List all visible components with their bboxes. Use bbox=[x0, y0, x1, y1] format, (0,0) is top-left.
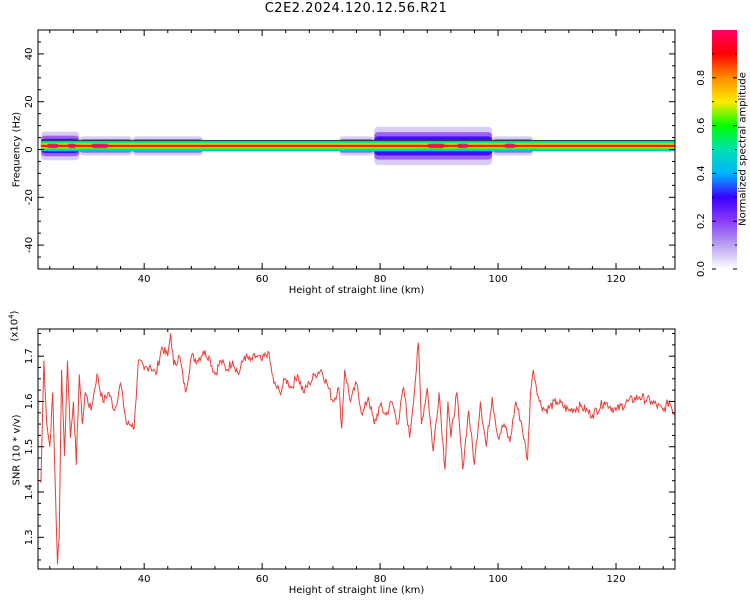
spectrogram-panel: 40 60 80 100 120 40 20 0 -20 -40 Height of straig… bbox=[12, 29, 676, 296]
spectrogram-hotspot bbox=[67, 143, 77, 149]
spectrogram-x-axis-label: Height of straight line (km) bbox=[289, 285, 425, 296]
snr-y-tick-label: 1.3 bbox=[24, 529, 35, 545]
snr-x-axis-label: Height of straight line (km) bbox=[289, 585, 425, 596]
snr-panel: 40 60 80 100 120 1.3 1.4 1.5 1.6 1.7 Height of st… bbox=[8, 310, 676, 596]
snr-frame bbox=[37, 328, 676, 570]
snr-x-tick-label: 60 bbox=[256, 574, 269, 585]
snr-y-multiplier: (x104) bbox=[8, 310, 21, 341]
snr-x-tick-label: 40 bbox=[138, 574, 151, 585]
snr-x-tick-label: 100 bbox=[489, 574, 508, 585]
spectrogram-band-core bbox=[40, 145, 675, 147]
snr-x-tick-label: 120 bbox=[606, 574, 625, 585]
colorbar: 0.0 0.2 0.4 0.6 0.8 Normalized spectral ampl… bbox=[696, 30, 749, 277]
colorbar-tick-label: 0.6 bbox=[696, 118, 707, 134]
spectrogram-ticks: 40 60 80 100 120 40 20 0 -20 -40 bbox=[24, 29, 675, 285]
snr-y-tick-label: 1.4 bbox=[24, 484, 35, 500]
spectrogram-hotspot bbox=[456, 143, 469, 149]
snr-y-multiplier-base: (x10 bbox=[10, 319, 21, 342]
spectrogram-x-tick-label: 120 bbox=[606, 274, 625, 285]
spectrogram-y-tick-label: 40 bbox=[24, 48, 35, 61]
colorbar-ticks: 0.0 0.2 0.4 0.6 0.8 bbox=[696, 53, 737, 277]
spectrogram-y-axis-label: Frequency (Hz) bbox=[12, 112, 23, 188]
page-title: C2E2.2024.120.12.56.R21 bbox=[264, 1, 448, 16]
spectrogram-x-tick-label: 40 bbox=[138, 274, 151, 285]
spectrogram-hotspot bbox=[427, 143, 445, 149]
snr-y-tick-label: 1.6 bbox=[24, 393, 35, 409]
spectrogram-band bbox=[40, 126, 675, 166]
snr-y-axis-label: SNR (10 * v/v) bbox=[12, 414, 23, 485]
spectrogram-hotspot bbox=[503, 143, 516, 149]
snr-ticks: 40 60 80 100 120 1.3 1.4 1.5 1.6 1.7 bbox=[24, 329, 675, 585]
colorbar-gradient bbox=[712, 30, 737, 269]
spectrogram-y-tick-label: -20 bbox=[24, 189, 35, 205]
spectrogram-hotspot bbox=[46, 143, 59, 149]
spectrogram-y-tick-label: 0 bbox=[24, 146, 35, 152]
colorbar-tick-label: 0.8 bbox=[696, 70, 707, 86]
colorbar-tick-label: 0.0 bbox=[696, 261, 707, 277]
spectrogram-y-tick-label: -40 bbox=[24, 237, 35, 253]
snr-y-tick-label: 1.5 bbox=[24, 439, 35, 455]
colorbar-tick-label: 0.4 bbox=[696, 165, 707, 181]
spectrogram-x-tick-label: 100 bbox=[489, 274, 508, 285]
colorbar-tick-label: 0.2 bbox=[696, 213, 707, 229]
spectrogram-x-tick-label: 80 bbox=[374, 274, 387, 285]
snr-y-multiplier-exp: 4 bbox=[8, 314, 16, 319]
snr-x-tick-label: 80 bbox=[374, 574, 387, 585]
snr-y-tick-label: 1.7 bbox=[24, 348, 35, 364]
spectrogram-hotspot bbox=[91, 143, 109, 149]
spectrogram-x-tick-label: 60 bbox=[256, 274, 269, 285]
colorbar-label: Normalized spectral amplitude bbox=[738, 72, 749, 226]
snr-series-line bbox=[40, 333, 676, 565]
spectrogram-y-tick-label: 20 bbox=[24, 95, 35, 108]
